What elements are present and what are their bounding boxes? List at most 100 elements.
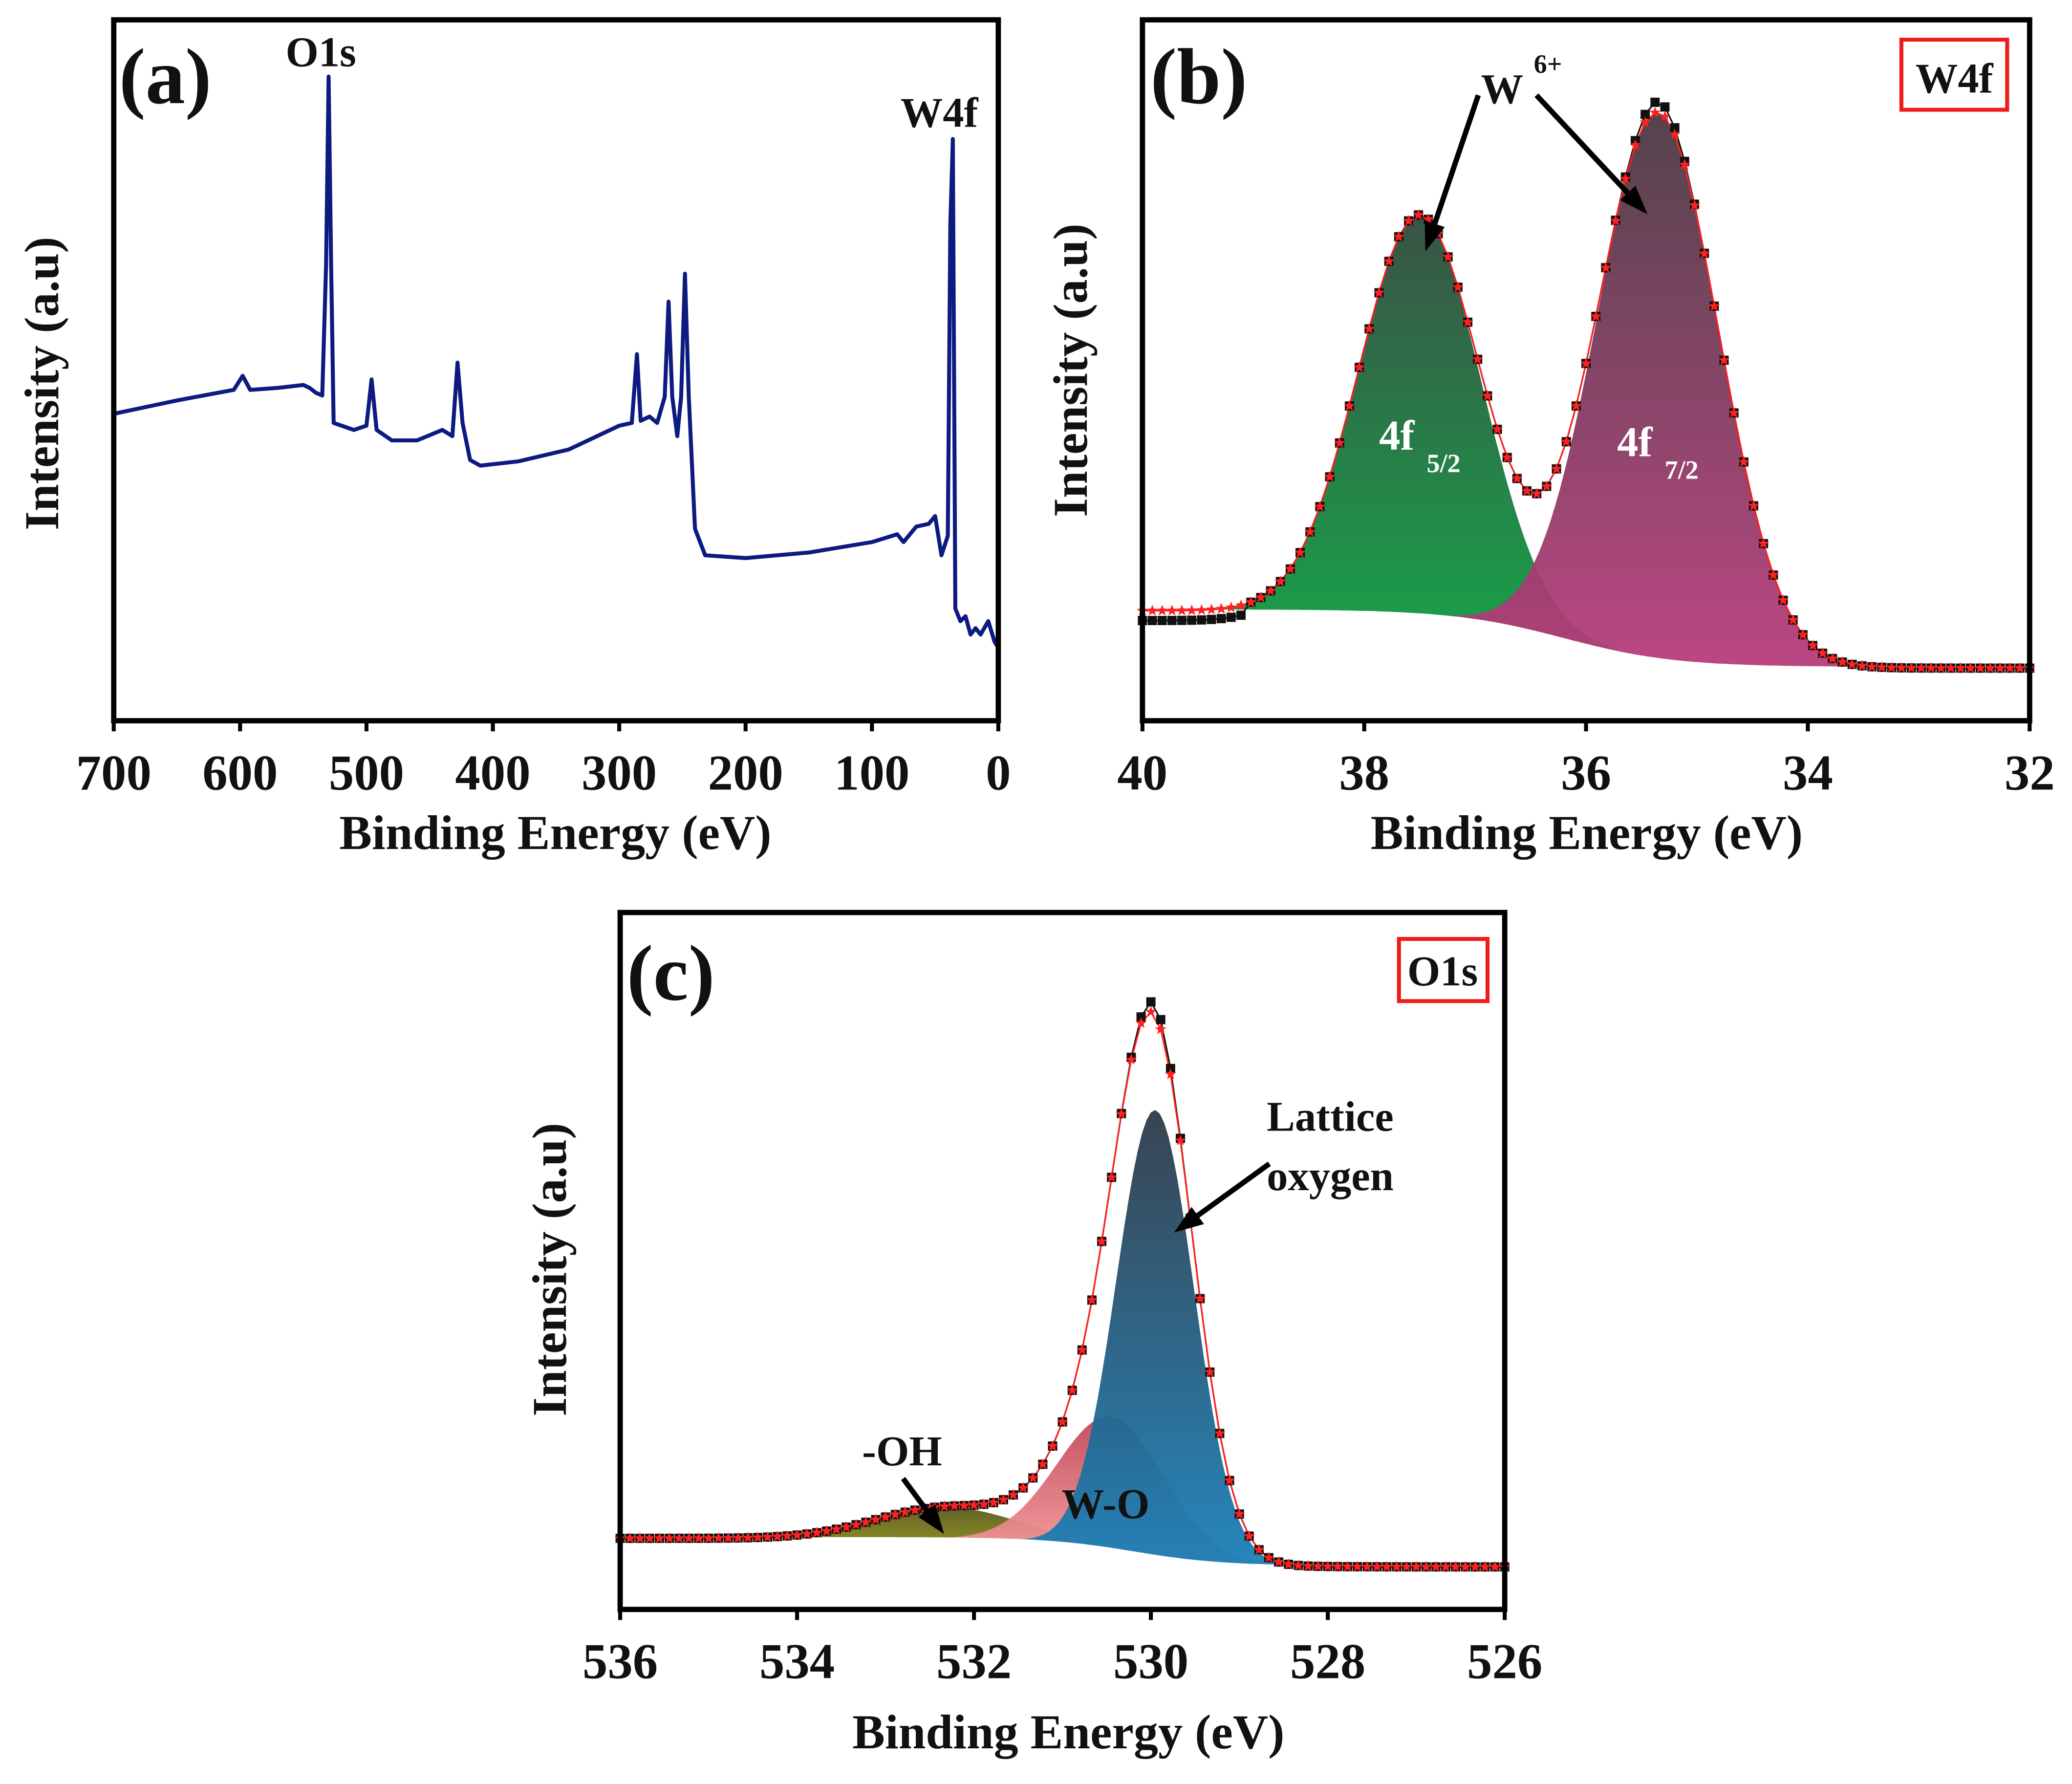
fit-point-star (1768, 569, 1779, 580)
fit-point-star (1452, 281, 1464, 292)
fit-point-star (1393, 231, 1404, 242)
fit-point-star (1482, 390, 1493, 401)
fit-point-star (1156, 605, 1168, 616)
fit-point-star (1440, 1561, 1452, 1572)
fit-point-star (1531, 487, 1543, 499)
experimental-point (1167, 615, 1177, 625)
fit-point-star (673, 1532, 685, 1544)
label-4f52-sub: 5/2 (1427, 449, 1461, 478)
fit-point-star (1679, 158, 1690, 170)
fit-point-star (1186, 604, 1198, 615)
experimental-point (1640, 109, 1650, 119)
fit-point-star (1413, 209, 1424, 220)
fit-point-star (1442, 251, 1454, 262)
panel-a-xlabel: Binding Energy (eV) (339, 805, 771, 860)
fit-point-star (1955, 662, 1966, 673)
fit-point-star (1243, 1530, 1255, 1541)
fit-point-star (1410, 1561, 1422, 1572)
fit-point-star (1165, 1068, 1176, 1079)
fit-point-star (1363, 323, 1375, 334)
fit-point-star (1176, 605, 1188, 615)
x-tick-label: 34 (1783, 745, 1833, 801)
fit-point-star (1263, 1551, 1275, 1563)
fit-point-star (1155, 1023, 1166, 1034)
fit-point-star (624, 1532, 636, 1544)
w6plus-arrow-4f72-head (1619, 186, 1648, 215)
lattice-oxygen-label-1: Lattice (1267, 1093, 1394, 1140)
panel-b-title: W4f (1916, 55, 1994, 102)
fit-point-star (1324, 471, 1336, 482)
fit-point-star (870, 1513, 882, 1525)
fit-point-star (1215, 603, 1227, 614)
fit-point-star (1332, 1561, 1343, 1572)
fit-point-star (1166, 605, 1178, 616)
panel-a-label: (a) (119, 33, 212, 121)
x-tick-label: 38 (1339, 745, 1389, 801)
panel-b-xlabel: Binding Energy (eV) (1371, 805, 1803, 860)
experimental-point (1147, 616, 1157, 626)
plot-frame (111, 17, 1001, 724)
fit-point-star (1570, 400, 1582, 411)
fit-point-star (1491, 423, 1503, 435)
fit-point-star (978, 1498, 990, 1509)
panel-a-survey-spectrum: 700 600 500 400 300 200 100 0 (76, 17, 1011, 801)
fit-point-star (1807, 639, 1819, 651)
x-tick-label: 36 (1561, 745, 1611, 801)
x-tick-label: 600 (202, 745, 278, 801)
experimental-point (1136, 1012, 1146, 1022)
fit-point-star (988, 1497, 999, 1508)
fit-point-star (1866, 661, 1878, 672)
experimental-point (1660, 102, 1670, 112)
o1s-peak-label: O1s (286, 28, 356, 75)
fit-point-star (1206, 604, 1217, 615)
oh-arrow (901, 1477, 929, 1512)
fit-point-star (1728, 407, 1740, 418)
fit-point-star (1086, 1294, 1098, 1305)
oh-label: -OH (862, 1428, 942, 1475)
survey-spectrum-line (113, 74, 1000, 649)
x-tick-label: 300 (582, 745, 657, 801)
experimental-point (1216, 614, 1226, 624)
w6plus-label: W (1481, 65, 1523, 112)
fit-point-star (1076, 1344, 1088, 1355)
fit-point-star (703, 1532, 714, 1544)
fit-point-star (1501, 451, 1513, 462)
fit-point-star (712, 1532, 724, 1544)
fit-point-star (1420, 1561, 1432, 1572)
fit-point-star (1669, 128, 1681, 140)
x-tick-label: 200 (708, 745, 783, 801)
fit-point-star (1430, 1561, 1442, 1572)
fit-point-star (2014, 662, 2026, 673)
fit-point-star (1896, 662, 1907, 673)
fit-point-star (1353, 361, 1365, 372)
experimental-point (1187, 615, 1197, 625)
plot-frame (617, 910, 1508, 1612)
fit-point-star (1284, 563, 1296, 574)
fit-point-star (1322, 1560, 1334, 1571)
fit-point-star (1255, 591, 1267, 603)
x-tick-label: 534 (759, 1634, 835, 1690)
fit-point-star (1974, 662, 1986, 673)
fit-point-star (1235, 599, 1247, 610)
x-tick-label: 500 (329, 745, 404, 801)
background-line (620, 1537, 1505, 1568)
x-tick-label: 528 (1290, 1634, 1365, 1690)
panel-b-title-box (1899, 38, 2009, 112)
fit-point-star (1758, 538, 1770, 549)
fit-point-star (693, 1532, 705, 1544)
fit-point-star (1619, 173, 1631, 184)
fit-point-star (1460, 1561, 1471, 1572)
oh-arrow-head (918, 1504, 944, 1534)
fit-point-star (1610, 215, 1621, 226)
fit-point-star (1383, 255, 1395, 266)
fit-point-star (1787, 614, 1799, 625)
experimental-point (1236, 610, 1246, 620)
fit-point-star (1373, 286, 1385, 298)
fit-point-star (1945, 662, 1957, 673)
fit-point-star (791, 1529, 803, 1540)
fit-point-star (1462, 316, 1474, 327)
component-peak-4f72 (1142, 112, 2030, 668)
fit-point-star (949, 1500, 960, 1511)
fit-point-star (634, 1532, 646, 1544)
panel-b-w4f-spectrum: 40 38 36 34 32 (1117, 17, 2055, 801)
